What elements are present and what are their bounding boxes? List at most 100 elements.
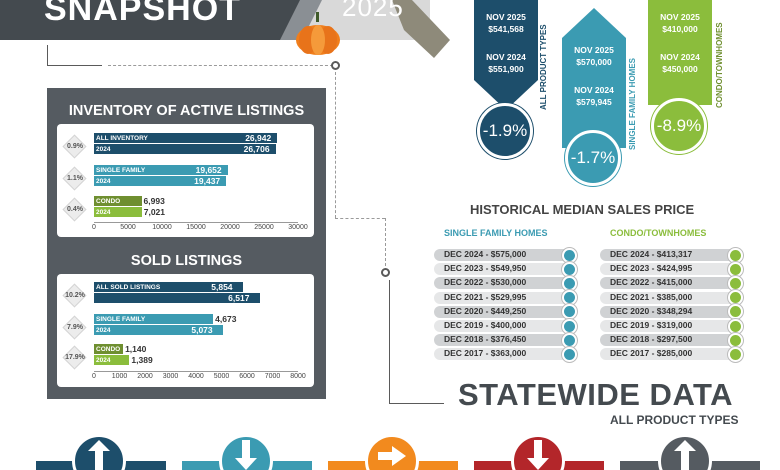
bar — [94, 176, 227, 186]
bar — [94, 293, 261, 303]
bar-value: 7,021 — [143, 207, 166, 217]
history-dot — [728, 275, 743, 291]
condo-cur-period: NOV 2025 — [660, 12, 700, 22]
sf-cur-period: NOV 2025 — [574, 45, 614, 55]
history-row — [600, 249, 740, 261]
history-dot — [562, 304, 577, 320]
history-row-text: DEC 2024 - $575,000 — [444, 249, 527, 259]
arrow-up-glyph — [88, 440, 110, 470]
axis-tick-label: 0 — [92, 373, 96, 380]
history-row — [434, 277, 574, 290]
bar-value: 1,389 — [131, 355, 153, 365]
history-dot — [728, 346, 743, 362]
bar — [94, 314, 214, 324]
statewide-subtitle: ALL PRODUCT TYPES — [610, 413, 739, 427]
bar-label: 2024 — [96, 326, 111, 334]
bar — [94, 165, 228, 175]
page-year: 2025 — [342, 0, 404, 22]
bar-value: 1,140 — [125, 344, 147, 354]
bar-value: 4,673 — [215, 314, 237, 324]
all-change-circle: -1.9% — [477, 103, 533, 159]
pumpkin-icon — [296, 12, 340, 55]
arrow-right-glyph — [378, 446, 406, 466]
connector-dash — [108, 65, 333, 66]
bar-value: 5,854 — [211, 282, 233, 292]
sf-cur-value: $570,000 — [576, 57, 612, 67]
axis-tick-label: 4000 — [188, 373, 204, 380]
history-row-text: DEC 2019 - $400,000 — [444, 320, 527, 330]
history-row-text: DEC 2023 - $424,995 — [610, 263, 693, 274]
condo-change-circle: -8.9% — [651, 98, 707, 154]
axis-tick-label: 15000 — [186, 224, 206, 231]
bar-value: 6,517 — [228, 293, 250, 303]
history-row — [434, 249, 574, 261]
history-row — [600, 334, 740, 347]
bar — [94, 207, 142, 217]
chart-title-sold: SOLD LISTINGS — [130, 253, 243, 269]
change-value: 17.9% — [65, 354, 85, 361]
bar-label: CONDO — [96, 197, 121, 205]
change-value: 0.4% — [67, 206, 83, 213]
arrow-down-glyph — [235, 440, 257, 470]
chart-axis — [94, 371, 298, 372]
sf-prev-period: NOV 2024 — [574, 85, 614, 95]
change-value: 7.9% — [67, 324, 83, 331]
ribbon-condo — [648, 0, 712, 105]
axis-tick-label: 0 — [92, 224, 96, 231]
all-prev-period: NOV 2024 — [486, 52, 526, 62]
history-row-text: DEC 2022 - $415,000 — [610, 277, 693, 288]
bar-value: 19,437 — [194, 176, 221, 186]
history-row — [434, 348, 574, 361]
history-row-text: DEC 2019 - $319,000 — [610, 320, 693, 330]
bar-value: 5,073 — [191, 325, 213, 335]
change-value: 0.9% — [67, 143, 83, 150]
history-dot — [728, 304, 743, 320]
history-row-text: DEC 2020 - $348,294 — [610, 305, 693, 316]
bar — [94, 344, 124, 354]
header-band — [0, 0, 300, 40]
condo-prev-value: $450,000 — [662, 64, 698, 74]
axis-tick-label: 2000 — [137, 373, 153, 380]
history-dot — [562, 247, 577, 263]
connector-node — [331, 61, 340, 70]
history-row — [600, 348, 740, 361]
bar-label: ALL SOLD LISTINGS — [96, 283, 161, 291]
historical-title: HISTORICAL MEDIAN SALES PRICE — [470, 202, 695, 217]
axis-tick-label: 30000 — [288, 224, 308, 231]
bar-value: 19,652 — [195, 165, 222, 175]
history-row — [600, 291, 740, 304]
history-row — [434, 320, 574, 332]
history-dot — [728, 318, 743, 334]
bar-label: CONDO — [96, 345, 121, 353]
bar — [94, 325, 224, 335]
connector-line — [47, 45, 48, 65]
history-row — [434, 291, 574, 304]
history-dot — [562, 332, 577, 348]
axis-tick-label: 7000 — [264, 373, 281, 380]
bar-label: 2024 — [96, 356, 111, 364]
connector-line — [389, 403, 444, 404]
condo-cur-value: $410,000 — [662, 24, 698, 34]
bar-label: 2024 — [96, 177, 111, 185]
change-value: 1.1% — [67, 175, 83, 182]
bar-label: SINGLE FAMILY — [96, 166, 146, 174]
history-row-text: DEC 2021 - $385,000 — [610, 291, 693, 302]
bar-value: 26,706 — [243, 144, 270, 154]
history-row — [600, 320, 740, 332]
ribbon-all-types — [474, 0, 538, 110]
bar — [94, 196, 142, 206]
connector-dash — [335, 218, 385, 219]
statewide-title: STATEWIDE DATA — [458, 377, 734, 412]
history-dot — [728, 332, 743, 348]
arrow-down-glyph — [527, 440, 549, 470]
history-dot — [728, 261, 743, 277]
axis-tick-label: 5000 — [120, 224, 136, 231]
historical-condo-title: CONDO/TOWNHOMES — [610, 228, 707, 238]
history-dot — [562, 346, 577, 362]
bar — [94, 133, 278, 143]
history-row — [600, 263, 740, 276]
condo-prev-period: NOV 2024 — [660, 52, 700, 62]
axis-tick-label: 25000 — [254, 224, 274, 231]
